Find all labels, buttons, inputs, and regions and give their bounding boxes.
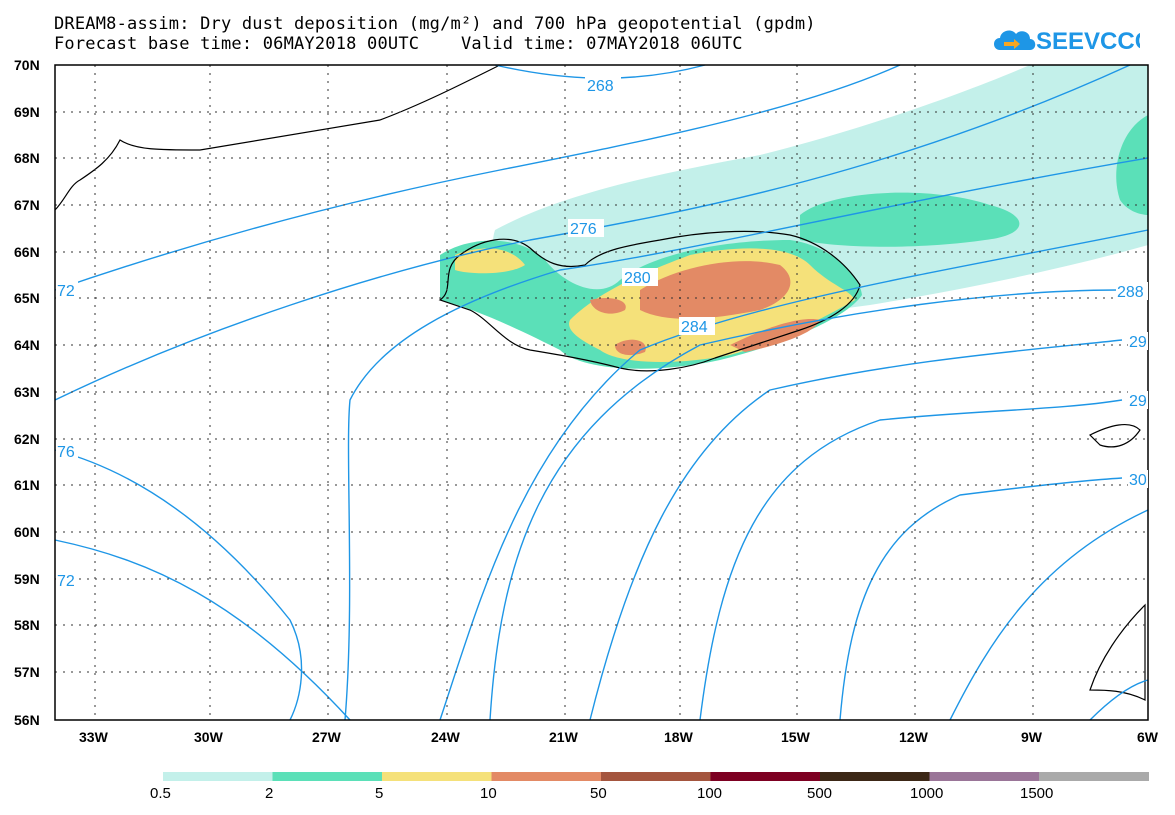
contour-label-29b: 29 [1129, 393, 1147, 410]
lat-label: 64N [14, 337, 40, 353]
logo-text: SEEVCCC [1036, 28, 1140, 55]
lat-label: 61N [14, 477, 40, 493]
legend-swatch [272, 772, 383, 781]
coastlines [54, 64, 1146, 701]
legend-swatch [491, 772, 602, 781]
contour-label-30: 30 [1129, 472, 1147, 489]
dust-shading [440, 65, 1149, 369]
contour-label-280: 280 [624, 270, 651, 287]
lat-label: 60N [14, 524, 40, 540]
legend-tick: 0.5 [150, 785, 171, 802]
legend-swatch [382, 772, 492, 781]
lat-label: 62N [14, 431, 40, 447]
lat-label: 58N [14, 617, 40, 633]
lat-label: 67N [14, 197, 40, 213]
contour-label-288: 288 [1117, 284, 1144, 301]
lat-label: 68N [14, 150, 40, 166]
legend-swatch [1039, 772, 1149, 781]
lon-label: 9W [1021, 729, 1043, 745]
lon-label: 18W [664, 729, 694, 745]
legend-swatch [601, 772, 711, 781]
lon-label: 33W [79, 729, 109, 745]
lat-label: 63N [14, 384, 40, 400]
graticule [55, 65, 1148, 720]
lat-label: 66N [14, 244, 40, 260]
contour-label-276: 276 [570, 221, 597, 238]
lon-label: 12W [899, 729, 929, 745]
legend-tick: 100 [697, 785, 722, 802]
lat-label: 56N [14, 712, 40, 728]
legend-swatch [163, 772, 273, 781]
lat-label: 57N [14, 664, 40, 680]
lat-label: 69N [14, 104, 40, 120]
lon-label: 15W [781, 729, 811, 745]
legend-tick: 1500 [1020, 785, 1053, 802]
contour-label-29a: 29 [1129, 334, 1147, 351]
contour-labels: 268 276 280 284 288 72 76 72 29 29 30 [56, 76, 1148, 590]
lon-label: 6W [1137, 729, 1159, 745]
lat-labels: 70N 69N 68N 67N 66N 65N 64N 63N 62N 61N … [14, 57, 40, 728]
legend-tick: 50 [590, 785, 607, 802]
map-title: DREAM8-assim: Dry dust deposition (mg/m²… [54, 14, 816, 34]
geopotential-contours [54, 64, 1149, 721]
contour-label-72-bottom: 72 [57, 573, 75, 590]
contour-label-72-top: 72 [57, 283, 75, 300]
contour-label-76: 76 [57, 444, 75, 461]
contour-label-268: 268 [587, 78, 614, 95]
legend-tick: 10 [480, 785, 497, 802]
legend-swatch [929, 772, 1040, 781]
legend-tick: 500 [807, 785, 832, 802]
contour-label-284: 284 [681, 319, 708, 336]
legend-tick: 2 [265, 785, 273, 802]
lat-label: 70N [14, 57, 40, 73]
legend-swatch [820, 772, 930, 781]
lon-label: 27W [312, 729, 342, 745]
map-chart: 268 276 280 284 288 72 76 72 29 29 30 70… [14, 57, 1159, 745]
lat-label: 65N [14, 290, 40, 306]
legend-tick: 1000 [910, 785, 943, 802]
cloud-arrow-icon [994, 30, 1036, 50]
lon-label: 30W [194, 729, 224, 745]
seevccc-logo: SEEVCCC [994, 28, 1140, 55]
lon-label: 21W [549, 729, 579, 745]
lat-label: 59N [14, 571, 40, 587]
legend-tick: 5 [375, 785, 383, 802]
forecast-times: Forecast base time: 06MAY2018 00UTC Vali… [54, 34, 743, 54]
legend-swatch [710, 772, 821, 781]
lon-labels: 33W 30W 27W 24W 21W 18W 15W 12W 9W 6W [79, 729, 1159, 745]
lon-label: 24W [431, 729, 461, 745]
